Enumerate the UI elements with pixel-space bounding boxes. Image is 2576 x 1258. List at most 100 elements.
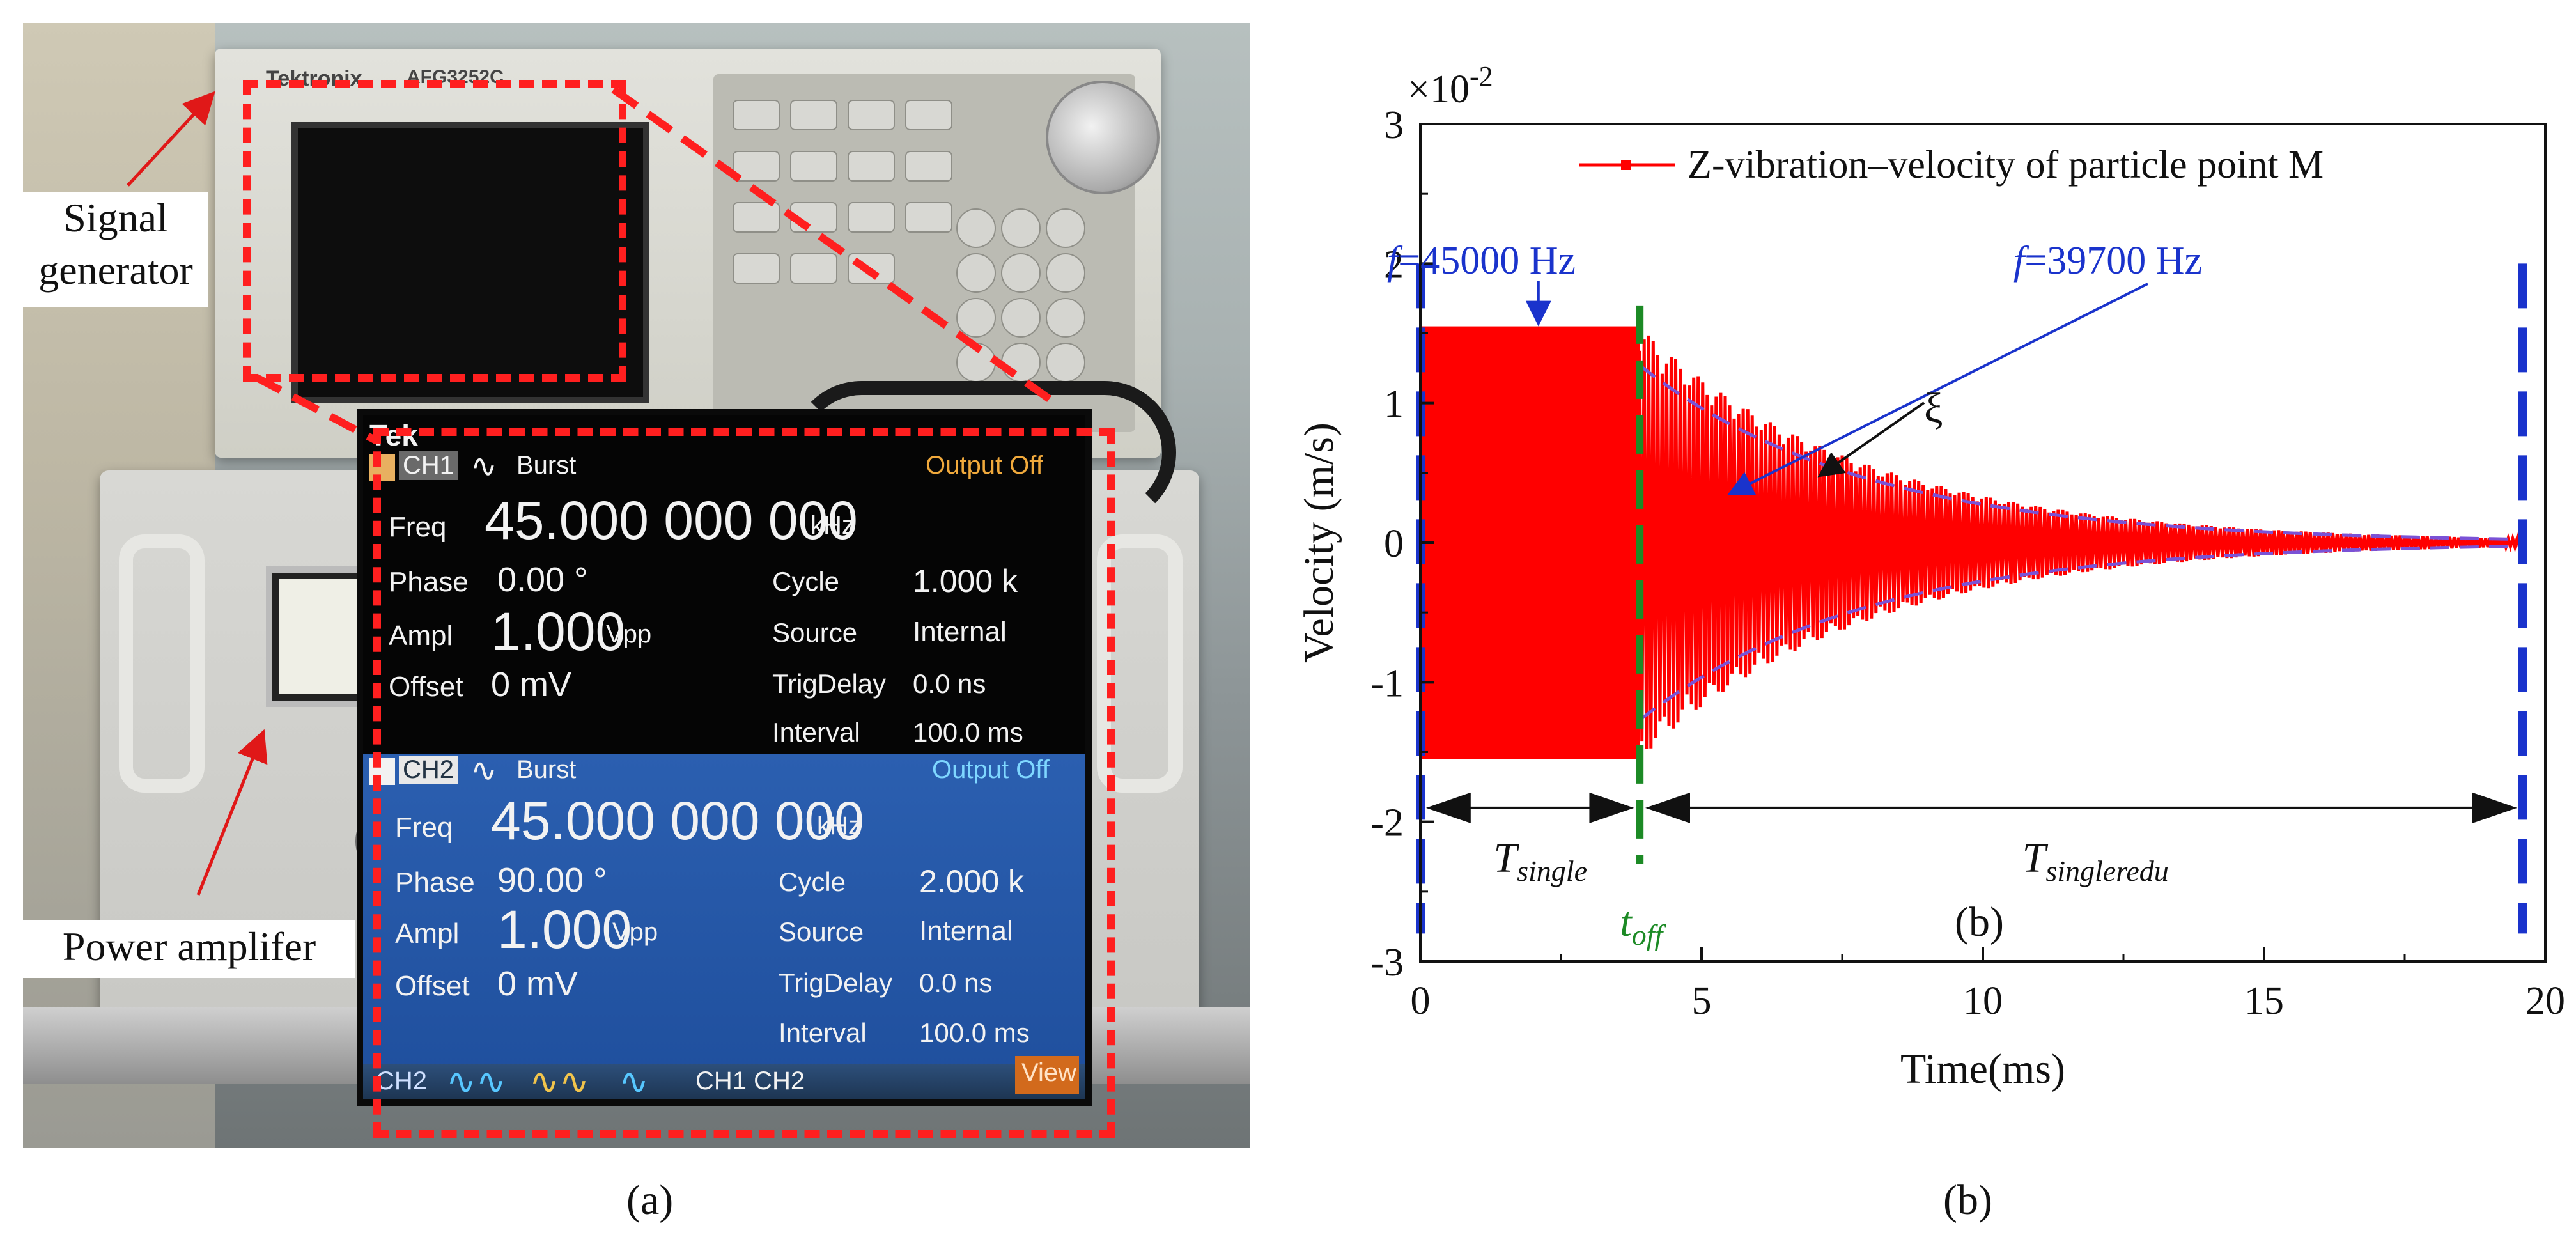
y-multiplier: ×10-2: [1408, 61, 1493, 111]
y-axis-title: Velocity (m/s): [1296, 423, 1342, 663]
y-tick-label: 0: [1384, 522, 1404, 566]
steady-signal-block: [1420, 326, 1640, 759]
ch2-source-value: Internal: [919, 915, 1013, 947]
ch2-freq-value: 45.000 000 000: [491, 791, 864, 851]
sine-icon: ∿: [470, 448, 497, 484]
ch2-trig-label: TrigDelay: [779, 968, 893, 998]
x-tick-label: 10: [1963, 979, 2003, 1023]
ch2-freq-label: Freq: [395, 812, 453, 843]
ch1-phase-label: Phase: [389, 566, 469, 598]
upper-envelope: [1638, 364, 2518, 541]
power-amplifier-label: Power amplifer: [23, 920, 355, 978]
t-single-arrow-left: [1425, 792, 1471, 823]
t-off-label: toff: [1620, 899, 1666, 951]
view-button-label: View: [1021, 1059, 1076, 1087]
legend-label: Z-vibration–velocity of particle point M: [1688, 143, 2324, 187]
ch2-ampl-value: 1.000: [497, 899, 632, 959]
caption-b: (b): [1943, 1177, 1992, 1223]
t-single-arrow-right: [1589, 792, 1634, 823]
axis-layer: 0 5 10 15 20 -3 -2 -1 0 1 2 3×10-2 Time(ms) Velocity …: [1296, 61, 2565, 1092]
ch1-phase-value: 0.00 °: [497, 561, 588, 599]
ch1-cycle-label: Cycle: [772, 566, 840, 596]
y-tick-label: 2: [1384, 243, 1404, 286]
signal-generator-label-line1: Signal: [63, 195, 168, 240]
caption-a: (a): [626, 1177, 674, 1223]
sine-icon: ∿∿: [529, 1061, 589, 1101]
y-tick-label: -1: [1370, 662, 1404, 705]
ch2-tag: CH2: [399, 756, 458, 784]
sine-icon: ∿: [470, 752, 497, 788]
y-tick-label: -3: [1370, 941, 1404, 984]
generator-screen: [291, 122, 649, 403]
ch1-interval-label: Interval: [772, 717, 860, 747]
ch1-freq-value: 45.000 000 000: [485, 490, 858, 550]
ch2-panel: CH2 ∿ Burst Output Off Freq 45.000 000 0…: [363, 752, 1085, 1093]
x-axis-title: Time(ms): [1900, 1046, 2065, 1092]
ch2-trig-value: 0.0 ns: [919, 968, 993, 998]
ch2-interval-value: 100.0 ms: [919, 1018, 1030, 1048]
y-tick-label: -2: [1370, 802, 1404, 845]
ch1-tag: CH1: [399, 451, 458, 480]
t-singleredu-label: Tsingleredu: [2022, 835, 2169, 887]
annotation-layer: Z-vibration–velocity of particle point M…: [1387, 143, 2517, 951]
t-redu-arrow-left: [1645, 792, 1690, 823]
freq-annotation-1: f=45000 Hz: [1387, 239, 1576, 283]
xi-label: ξ: [1924, 385, 1943, 431]
ch1-interval-value: 100.0 ms: [913, 717, 1023, 747]
ch1-ampl-label: Ampl: [389, 620, 453, 651]
ch1-cycle-value: 1.000 k: [913, 563, 1018, 599]
ch1-mode: Burst: [516, 451, 577, 479]
ch2-output: Output Off: [932, 756, 1050, 784]
ch2-cycle-value: 2.000 k: [919, 864, 1025, 899]
ch1-trig-value: 0.0 ns: [913, 669, 986, 699]
ch2-ampl-label: Ampl: [395, 918, 460, 949]
ch1-panel: Tek CH1 ∿ Burst Output Off Freq 45.000 0…: [363, 415, 1085, 754]
ch1-freq-label: Freq: [389, 511, 447, 543]
velocity-chart: 0 5 10 15 20 -3 -2 -1 0 1 2 3×10-2 Time(ms) Velocity …: [1278, 0, 2576, 1163]
ch1-freq-unit: kHz: [811, 511, 855, 540]
highlight-box-small: [243, 80, 626, 382]
screen-tab-bar: CH2 ∿∿ ∿∿ ∿ CH1 CH2: [363, 1061, 1085, 1101]
ch1-ampl-unit: Vpp: [606, 620, 652, 648]
x-tick-label: 5: [1692, 979, 1712, 1023]
ch1-source-label: Source: [772, 617, 858, 648]
ch2-mode: Burst: [516, 756, 577, 784]
ch1-output: Output Off: [926, 451, 1043, 479]
t-single-label: Tsingle: [1493, 835, 1587, 887]
ch2-source-label: Source: [779, 917, 864, 947]
ch1-trig-label: TrigDelay: [772, 669, 887, 699]
ch2-ampl-unit: Vpp: [612, 918, 658, 946]
decay-signal-path: [1638, 335, 2524, 749]
signal-generator-label-line2: generator: [38, 247, 193, 293]
sine-icon: ∿∿: [446, 1061, 506, 1101]
ch2-phase-value: 90.00 °: [497, 861, 607, 899]
t-redu-arrow-right: [2472, 792, 2517, 823]
ch1-ampl-value: 1.000: [491, 602, 626, 662]
xi-arrow: [1817, 401, 1925, 478]
ch2-offset-label: Offset: [395, 970, 470, 1002]
rotary-knob: [1046, 81, 1160, 194]
inner-panel-label: (b): [1955, 899, 2004, 945]
signal-generator-label: Signal generator: [23, 192, 208, 307]
ch2-offset-value: 0 mV: [497, 965, 578, 1003]
ch1-source-value: Internal: [913, 616, 1007, 648]
tab-ch2: CH2: [376, 1067, 428, 1095]
sine-icon: ∿: [619, 1061, 649, 1101]
f2-arrow: [1727, 283, 2148, 495]
ch1-offset-label: Offset: [389, 671, 463, 703]
x-tick-label: 15: [2244, 979, 2284, 1023]
y-tick-label: 3: [1384, 104, 1404, 147]
ch2-interval-label: Interval: [779, 1018, 867, 1048]
zoomed-screen: Tek CH1 ∿ Burst Output Off Freq 45.000 0…: [357, 409, 1092, 1106]
ch2-freq-unit: kHz: [817, 812, 861, 840]
x-tick-label: 0: [1411, 979, 1431, 1023]
y-tick-label: 1: [1384, 383, 1404, 426]
x-tick-label: 20: [2526, 979, 2565, 1023]
freq-annotation-2: f=39700 Hz: [2013, 239, 2202, 283]
legend-marker: [1621, 160, 1631, 170]
view-button: View: [1015, 1056, 1079, 1094]
ch1-offset-value: 0 mV: [491, 665, 572, 704]
highlight-box-zoom: [373, 428, 1115, 1138]
lower-envelope: [1638, 545, 2518, 722]
ch2-phase-label: Phase: [395, 867, 475, 898]
